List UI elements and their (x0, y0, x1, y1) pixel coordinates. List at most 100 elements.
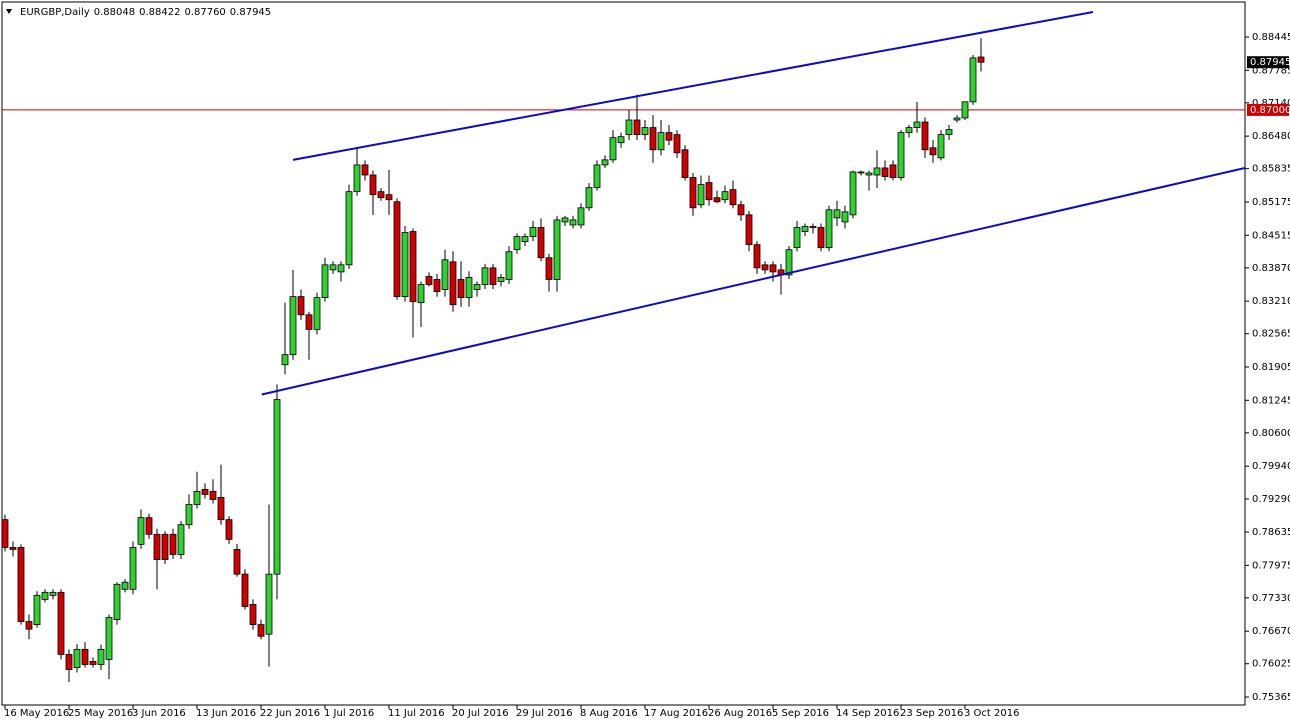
candle-body (585, 187, 593, 209)
candle-body (545, 257, 553, 280)
candle-body (185, 504, 193, 526)
candle-body (433, 279, 441, 292)
candle-body (577, 207, 585, 226)
candle-body (281, 354, 289, 366)
y-tick-label: 0.85175 (1252, 197, 1290, 208)
candle-body (425, 276, 433, 285)
y-tick-label: 0.77330 (1252, 593, 1290, 604)
candle-body (945, 129, 953, 136)
candle-body (513, 236, 521, 251)
candle-body (313, 297, 321, 330)
y-tick-label: 0.83870 (1252, 263, 1290, 274)
candle-body (321, 264, 329, 299)
candle-body (73, 648, 81, 668)
candle-body (449, 261, 457, 306)
candle-body (721, 191, 729, 201)
candle-body (473, 284, 481, 290)
candle-body (33, 594, 41, 626)
candle-body (337, 264, 345, 273)
candle-body (705, 182, 713, 201)
candle-body (305, 314, 313, 330)
candle-body (161, 533, 169, 560)
candle-body (385, 194, 393, 201)
candle-body (489, 267, 497, 285)
candle-body (857, 171, 865, 174)
candle-body (97, 648, 105, 665)
candle-body (113, 583, 121, 620)
x-tick-label: 26 Aug 2016 (708, 708, 772, 719)
candle-body (137, 517, 145, 545)
x-tick-label: 25 May 2016 (68, 708, 133, 719)
y-tick-label: 0.76670 (1252, 626, 1290, 637)
x-tick-label: 22 Jun 2016 (260, 708, 320, 719)
candle-body (521, 236, 529, 243)
candle-body (753, 244, 761, 269)
candle-body (689, 177, 697, 209)
hline-price-tag (1247, 103, 1289, 116)
low-label: 0.87760 (184, 7, 225, 18)
candle-body (865, 172, 873, 176)
candle-body (809, 226, 817, 228)
x-tick-label: 17 Aug 2016 (644, 708, 708, 719)
y-tick-label: 0.80600 (1252, 428, 1290, 439)
candle-body (241, 573, 249, 607)
x-tick-label: 23 Sep 2016 (900, 708, 963, 719)
candle-body (441, 259, 449, 290)
y-tick-label: 0.79940 (1252, 461, 1290, 472)
candle-body (929, 147, 937, 156)
menu-arrow[interactable] (6, 9, 12, 14)
candle-body (289, 296, 297, 356)
x-tick-label: 1 Jul 2016 (324, 708, 374, 719)
candle-body (409, 231, 417, 303)
candle-body (569, 219, 577, 226)
candle-body (905, 127, 913, 134)
candle-body (377, 191, 385, 199)
trend-line (261, 166, 1245, 396)
candle-body (913, 121, 921, 128)
y-tick-label: 0.88445 (1252, 32, 1290, 43)
candle-body (89, 661, 97, 665)
candle-body (369, 174, 377, 196)
x-tick-label: 20 Jul 2016 (452, 708, 509, 719)
candle-body (673, 134, 681, 154)
candle-body (9, 547, 17, 550)
candle-body (769, 264, 777, 273)
candle-body (233, 549, 241, 575)
candle-body (57, 591, 65, 655)
candle-body (417, 284, 425, 304)
y-tick-label: 0.82565 (1252, 329, 1290, 340)
candle-body (849, 171, 857, 216)
candle-body (801, 226, 809, 232)
candle-body (121, 581, 129, 590)
candle-body (665, 132, 673, 141)
candle-body (609, 137, 617, 161)
candle-body (457, 279, 465, 299)
trend-line (292, 11, 1094, 161)
x-tick-label: 13 Jun 2016 (196, 708, 256, 719)
plot-area (2, 11, 1245, 683)
candle-body (193, 490, 201, 505)
y-tick-label: 0.78635 (1252, 527, 1290, 538)
open-label: 0.88048 (94, 7, 135, 18)
y-tick-label: 0.87785 (1252, 65, 1290, 76)
candle-body (49, 591, 57, 596)
candle-body (969, 57, 977, 103)
candle-body (681, 149, 689, 178)
candle-body (881, 167, 889, 177)
y-tick-label: 0.77975 (1252, 560, 1290, 571)
x-tick-label: 8 Aug 2016 (580, 708, 638, 719)
candle-body (497, 277, 505, 282)
candle-body (209, 490, 217, 500)
y-tick-label: 0.86480 (1252, 131, 1290, 142)
x-tick-label: 11 Jul 2016 (388, 708, 445, 719)
candle-body (745, 214, 753, 246)
candle-body (361, 164, 369, 176)
candle-body (561, 217, 569, 223)
candle-body (169, 533, 177, 555)
candle-body (41, 591, 49, 600)
candle-body (817, 227, 825, 249)
candle-body (65, 653, 73, 670)
x-tick-label: 5 Sep 2016 (772, 708, 829, 719)
candle-body (129, 547, 137, 590)
